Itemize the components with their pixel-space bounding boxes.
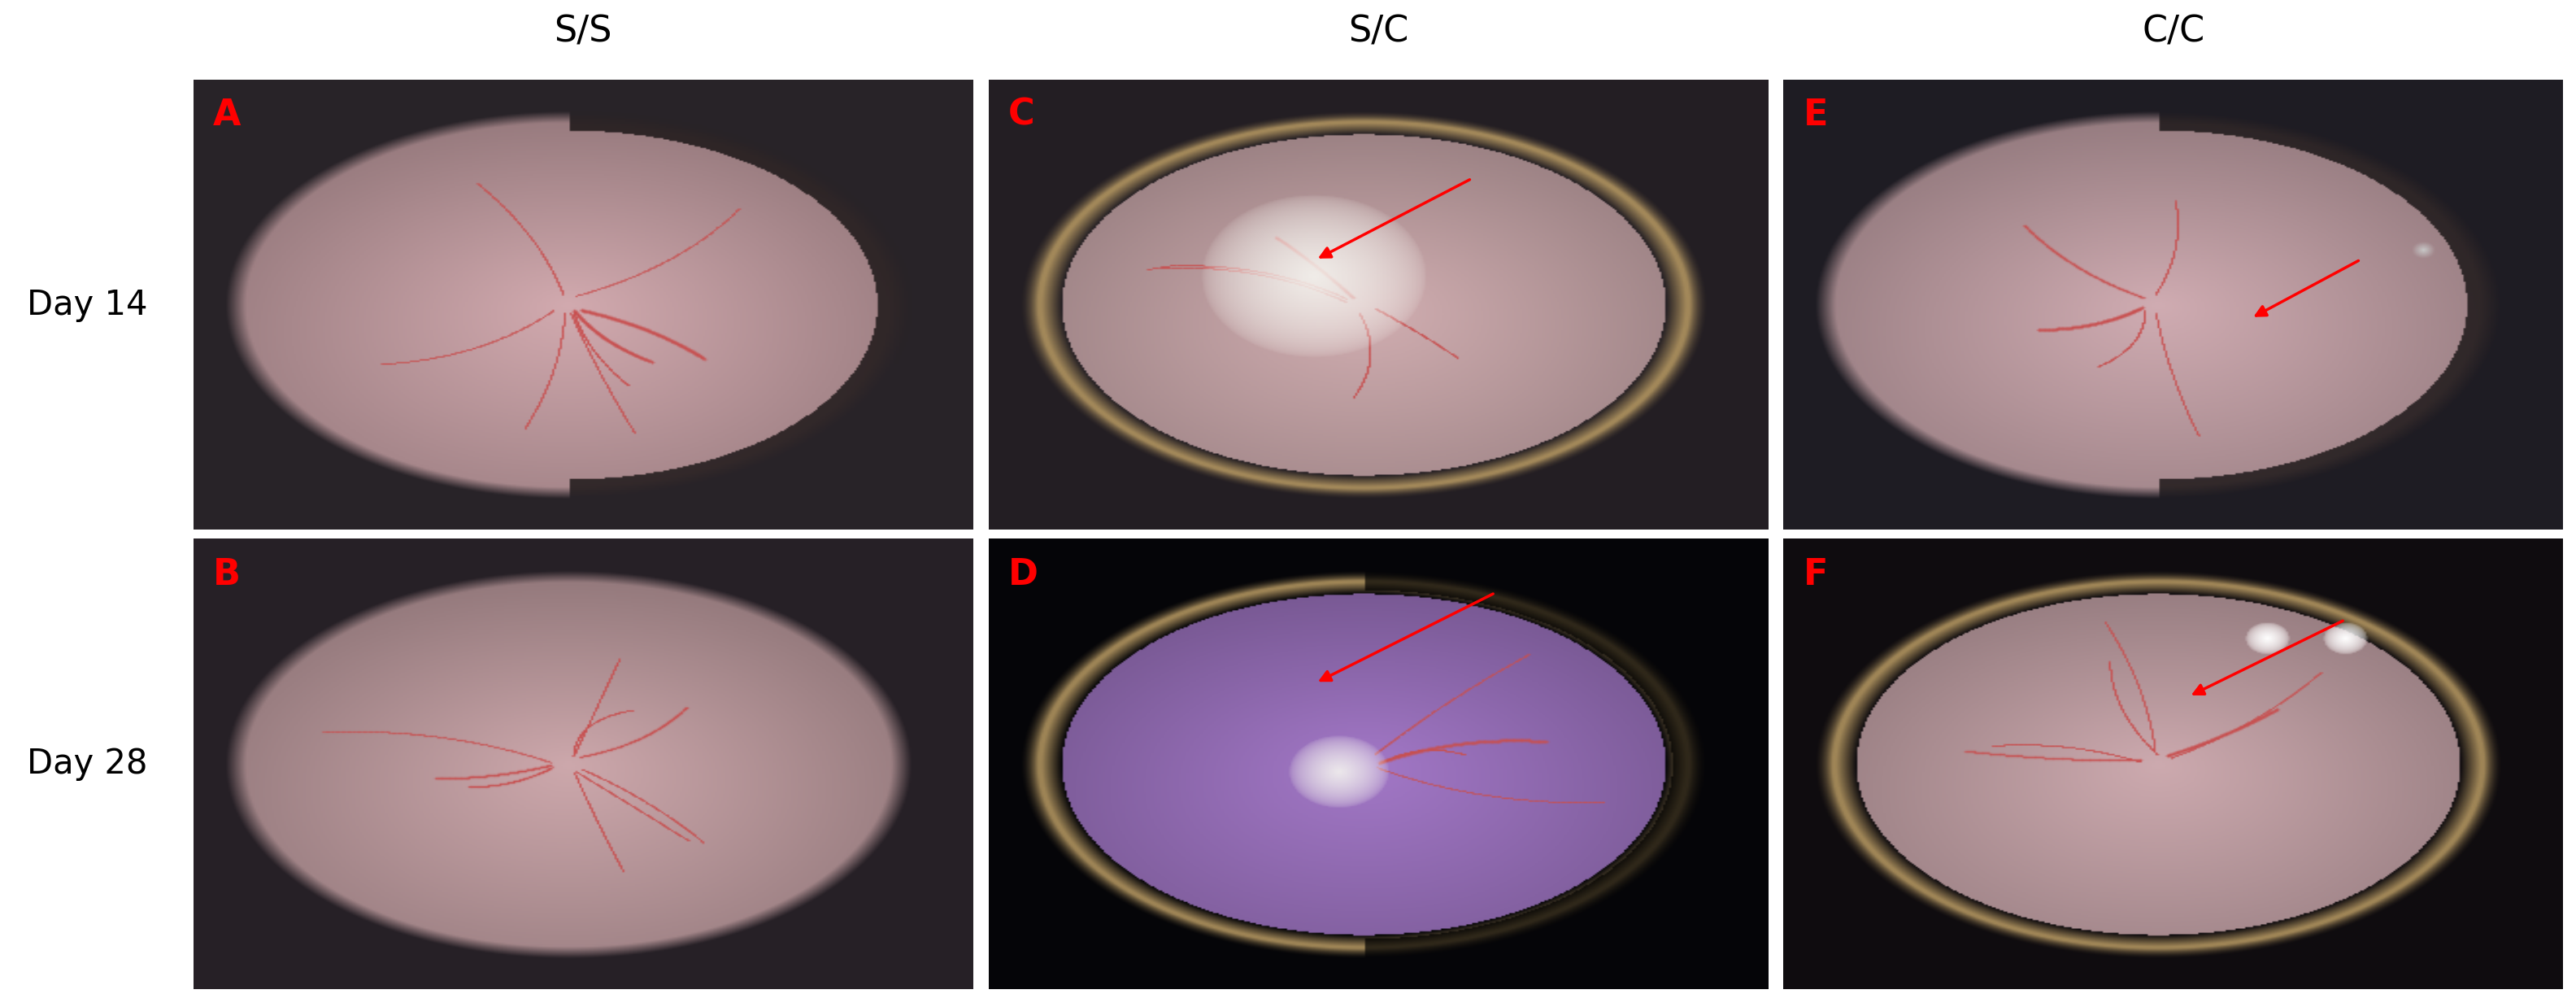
Text: S/S: S/S [554,14,613,50]
Text: C/C: C/C [2141,14,2205,50]
Text: C: C [1007,97,1036,132]
Text: E: E [1803,97,1829,132]
Text: D: D [1007,557,1038,591]
Text: Day 28: Day 28 [26,746,147,781]
Text: Day 14: Day 14 [26,287,147,322]
Text: B: B [214,557,240,591]
Text: A: A [214,97,240,132]
Text: F: F [1803,557,1829,591]
Text: S/C: S/C [1347,14,1409,50]
